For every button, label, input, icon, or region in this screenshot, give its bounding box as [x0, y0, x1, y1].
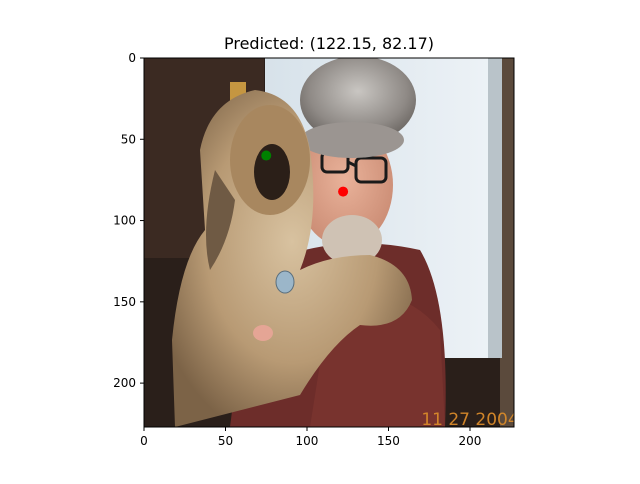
- x-tick-label: 150: [377, 434, 400, 448]
- axes-frame: [143, 57, 515, 428]
- predicted-point: [338, 186, 349, 197]
- y-tick-label: 0: [128, 51, 136, 65]
- x-tick-label: 100: [296, 434, 319, 448]
- y-tick-label: 150: [113, 295, 136, 309]
- axis-ticks: 0 50 100 150 200 0 50 100 150 200: [113, 51, 481, 448]
- background-photo: 11 27 2004: [144, 58, 518, 430]
- date-stamp: 11 27 2004: [421, 410, 518, 430]
- y-tick-label: 50: [121, 132, 136, 146]
- y-tick-label: 200: [113, 376, 136, 390]
- ground-truth-point: [261, 150, 272, 161]
- x-tick-label: 0: [140, 434, 148, 448]
- x-tick-label: 200: [459, 434, 482, 448]
- y-tick-label: 100: [113, 214, 136, 228]
- keypoint-markers: [261, 150, 349, 197]
- chart-title: Predicted: (122.15, 82.17): [224, 34, 434, 53]
- x-tick-label: 50: [218, 434, 233, 448]
